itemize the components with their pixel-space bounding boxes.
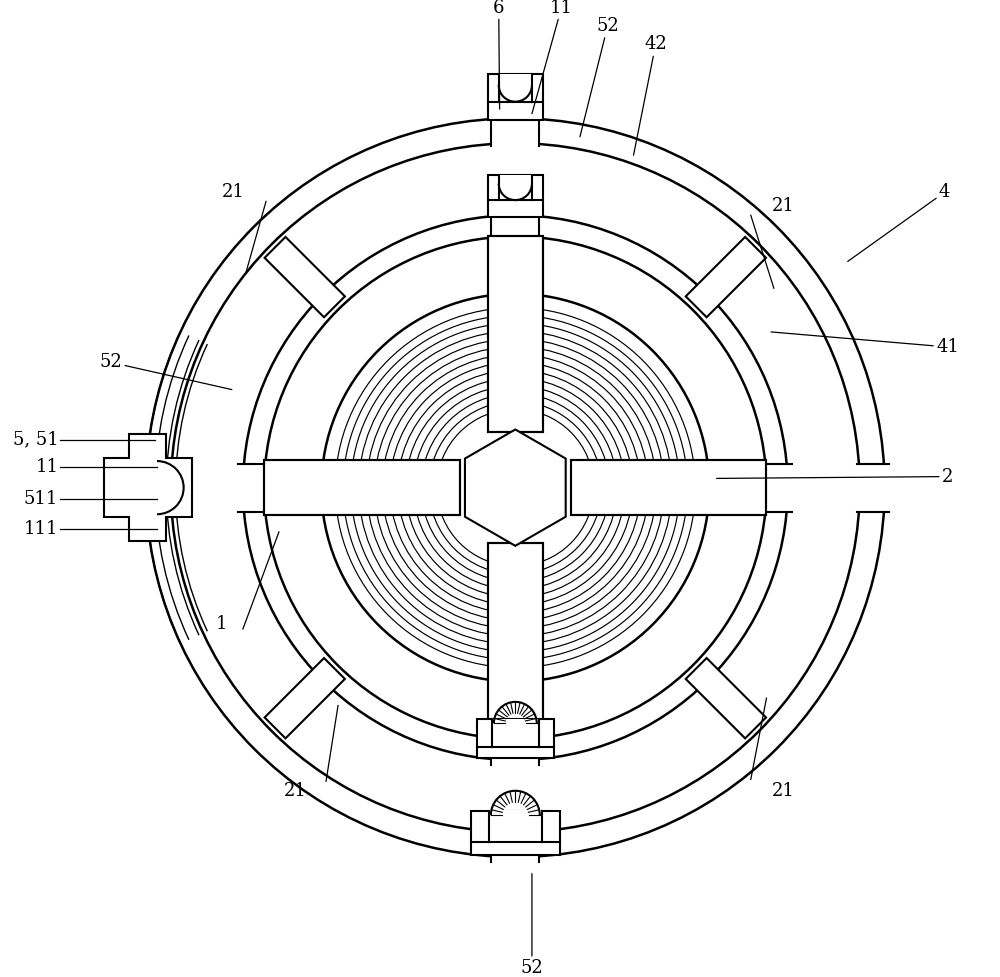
Circle shape: [243, 215, 788, 760]
Text: 6: 6: [493, 0, 504, 109]
Text: 21: 21: [284, 782, 307, 799]
Polygon shape: [264, 460, 460, 515]
Polygon shape: [488, 236, 542, 433]
Text: 5, 51: 5, 51: [13, 431, 58, 448]
Text: 11: 11: [35, 458, 58, 477]
Text: 21: 21: [772, 197, 795, 215]
Polygon shape: [764, 464, 792, 512]
Polygon shape: [492, 719, 539, 746]
Text: 21: 21: [772, 782, 795, 799]
Circle shape: [146, 118, 885, 857]
Polygon shape: [491, 113, 539, 146]
Polygon shape: [265, 658, 345, 739]
Polygon shape: [491, 736, 539, 765]
Polygon shape: [491, 211, 539, 239]
Text: 41: 41: [771, 332, 959, 356]
Polygon shape: [571, 460, 766, 515]
Polygon shape: [238, 464, 267, 512]
Text: 21: 21: [222, 183, 245, 201]
Circle shape: [321, 294, 709, 682]
Polygon shape: [265, 237, 345, 318]
Polygon shape: [499, 74, 532, 102]
Polygon shape: [499, 175, 532, 200]
Polygon shape: [489, 810, 542, 842]
Polygon shape: [477, 719, 554, 758]
Circle shape: [171, 144, 860, 832]
Polygon shape: [141, 464, 174, 512]
Polygon shape: [686, 658, 766, 739]
Polygon shape: [471, 811, 560, 855]
Text: 2: 2: [717, 468, 953, 486]
Polygon shape: [488, 543, 542, 739]
Text: 52: 52: [100, 354, 232, 390]
Polygon shape: [857, 464, 889, 512]
Polygon shape: [157, 461, 184, 514]
Polygon shape: [264, 460, 460, 515]
Text: 4: 4: [848, 183, 950, 262]
Polygon shape: [491, 829, 539, 862]
Polygon shape: [686, 237, 766, 318]
Polygon shape: [488, 236, 543, 433]
Polygon shape: [104, 434, 192, 541]
Text: 42: 42: [634, 35, 667, 155]
Polygon shape: [571, 460, 766, 515]
Polygon shape: [488, 74, 543, 120]
Text: 52: 52: [521, 873, 543, 977]
Text: 511: 511: [24, 489, 58, 508]
Text: 11: 11: [532, 0, 573, 113]
Text: 52: 52: [580, 17, 619, 137]
Polygon shape: [465, 430, 566, 546]
Polygon shape: [488, 175, 543, 217]
Text: 111: 111: [24, 520, 58, 538]
Polygon shape: [488, 543, 543, 739]
Text: 1: 1: [216, 616, 227, 633]
Circle shape: [264, 236, 766, 739]
